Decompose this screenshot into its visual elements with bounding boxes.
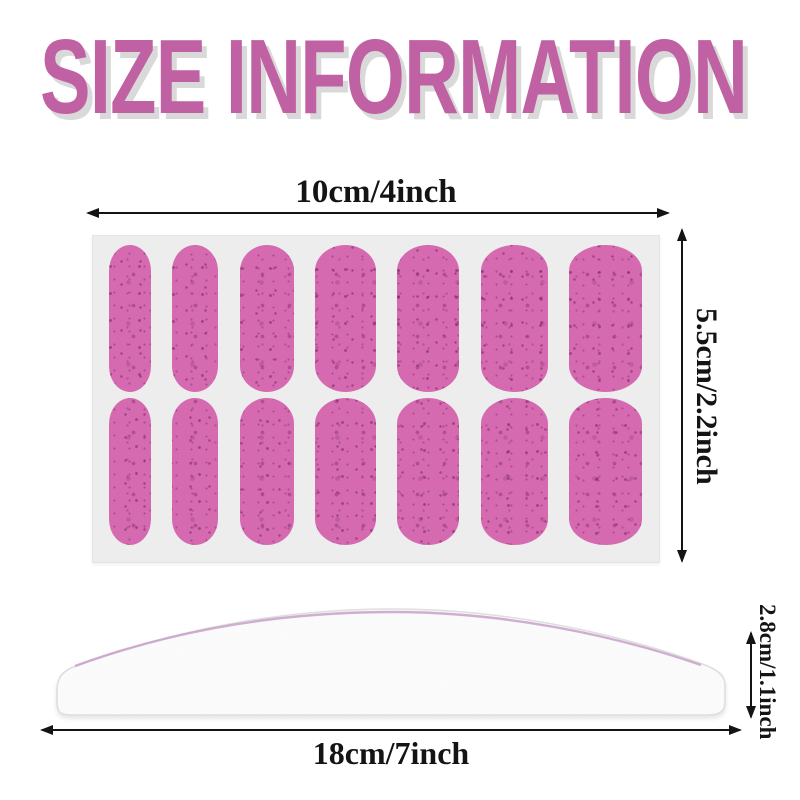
file-height-arrow-icon bbox=[746, 631, 756, 719]
sticker-row bbox=[109, 245, 642, 392]
sticker-row bbox=[109, 398, 642, 545]
file-height-label: 2.8cm/1.1inch bbox=[755, 604, 780, 740]
nail-sticker bbox=[314, 245, 376, 392]
page-title: SIZE INFORMATION bbox=[40, 18, 748, 136]
nail-sticker bbox=[239, 398, 294, 545]
nail-sticker-sheet bbox=[92, 235, 660, 563]
nail-sticker bbox=[397, 245, 460, 392]
nail-file-texture bbox=[57, 609, 725, 715]
nail-sticker bbox=[568, 245, 642, 392]
sheet-width-arrow-icon bbox=[86, 208, 670, 218]
nail-file bbox=[56, 608, 726, 716]
sticker-grid bbox=[93, 236, 659, 562]
file-width-label: 18cm/7inch bbox=[312, 735, 470, 771]
nail-sticker bbox=[480, 245, 548, 392]
nail-sticker bbox=[397, 398, 460, 545]
file-width-arrow-icon bbox=[40, 725, 742, 735]
sheet-width-label: 10cm/4inch bbox=[295, 174, 457, 210]
nail-sticker bbox=[239, 245, 294, 392]
nail-sticker bbox=[109, 245, 151, 392]
nail-sticker bbox=[480, 398, 548, 545]
nail-sticker bbox=[172, 245, 219, 392]
sheet-height-arrow-icon bbox=[677, 228, 687, 563]
nail-sticker bbox=[314, 398, 376, 545]
nail-sticker bbox=[568, 398, 642, 545]
sheet-height-label: 5.5cm/2.2inch bbox=[690, 307, 723, 485]
nail-file-top-line bbox=[74, 610, 702, 668]
nail-sticker bbox=[172, 398, 219, 545]
nail-sticker bbox=[109, 398, 151, 545]
